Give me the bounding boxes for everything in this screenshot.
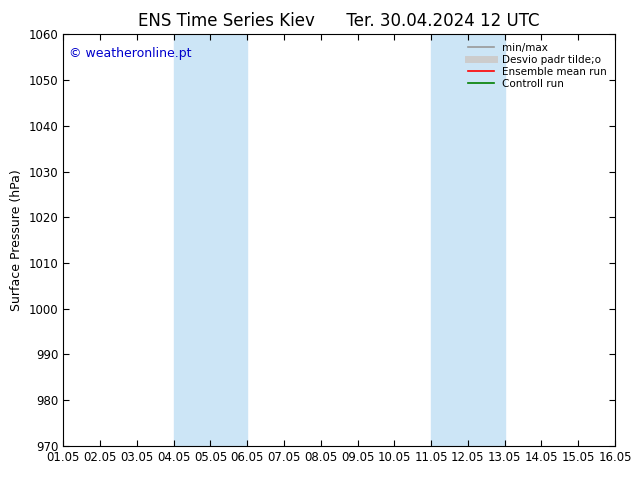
Y-axis label: Surface Pressure (hPa): Surface Pressure (hPa) xyxy=(10,169,23,311)
Bar xyxy=(431,34,505,446)
Text: © weatheronline.pt: © weatheronline.pt xyxy=(69,47,191,60)
Legend: min/max, Desvio padr tilde;o, Ensemble mean run, Controll run: min/max, Desvio padr tilde;o, Ensemble m… xyxy=(464,40,610,92)
Title: ENS Time Series Kiev      Ter. 30.04.2024 12 UTC: ENS Time Series Kiev Ter. 30.04.2024 12 … xyxy=(138,12,540,30)
Bar xyxy=(174,34,247,446)
